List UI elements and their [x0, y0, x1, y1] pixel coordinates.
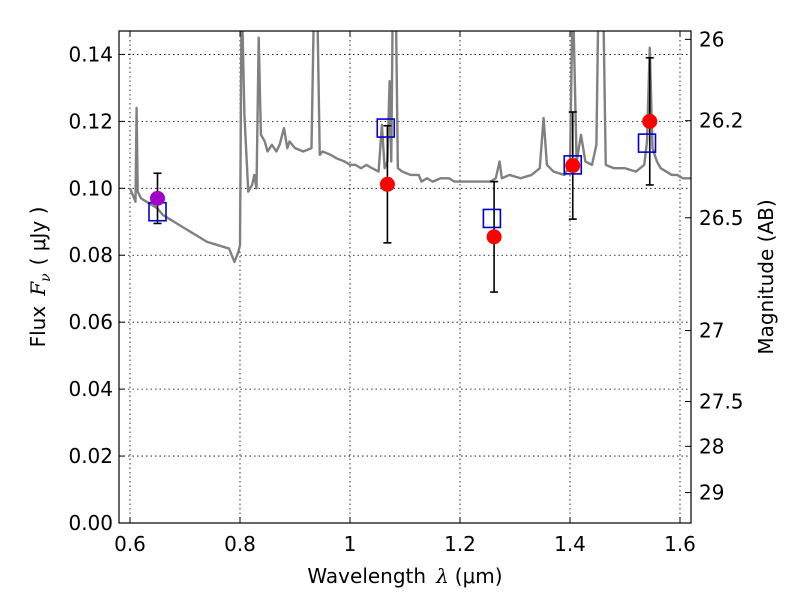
plot-area — [128, 31, 691, 293]
model-point — [482, 208, 502, 229]
grid-lines — [119, 31, 691, 524]
y2-tick-label: 27.5 — [699, 390, 744, 414]
y2-tick-label: 27 — [699, 319, 724, 343]
y-tick-label: 0.02 — [68, 444, 113, 468]
model-point — [637, 133, 657, 153]
x-tick-label: 0.6 — [114, 532, 146, 556]
y-tick-label: 0.14 — [68, 42, 113, 66]
y-tick-label: 0.08 — [68, 243, 113, 267]
y-tick-label: 0.00 — [68, 511, 113, 535]
x-tick-label: 1.2 — [444, 532, 476, 556]
y2-tick-label: 26.5 — [699, 206, 744, 230]
observed-point — [565, 158, 581, 174]
y2-axis-title: Magnitude (AB) — [754, 199, 778, 354]
x-tick-label: 0.8 — [224, 532, 256, 556]
y2-tick-label: 26 — [699, 27, 724, 51]
x-tick-label: 1.4 — [554, 532, 586, 556]
axis-ticks — [119, 31, 691, 524]
y2-tick-label: 26.2 — [699, 109, 744, 133]
x-tick-label: 1.6 — [664, 532, 696, 556]
y-tick-label: 0.06 — [68, 310, 113, 334]
observed-point — [379, 176, 395, 192]
observed-point — [150, 190, 165, 206]
y-tick-label: 0.04 — [68, 377, 113, 401]
model-point — [376, 118, 396, 138]
model-point — [563, 155, 583, 175]
y2-tick-label: 29 — [699, 481, 724, 505]
template-spectrum-line — [128, 31, 691, 264]
y-tick-label: 0.10 — [68, 176, 113, 200]
y-tick-label: 0.12 — [68, 109, 113, 133]
y2-tick-label: 28 — [699, 434, 724, 458]
observed-point — [486, 229, 502, 245]
x-axis-title: Wavelength λ (μm) — [307, 564, 502, 588]
plot-frame — [118, 30, 692, 524]
observed-point — [642, 113, 658, 129]
x-tick-label: 1 — [344, 532, 357, 556]
y-axis-title: FluxFν( μJy ) — [26, 207, 54, 348]
